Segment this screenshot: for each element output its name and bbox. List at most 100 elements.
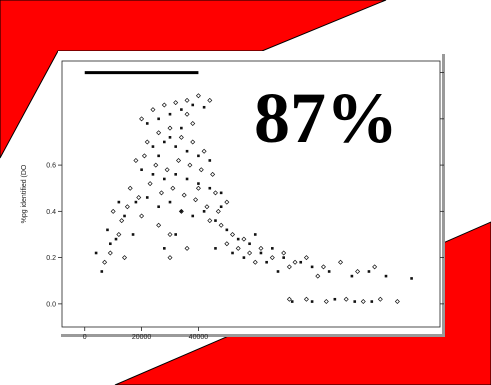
scatter-point-square bbox=[197, 154, 200, 158]
scatter-point-square bbox=[231, 251, 234, 255]
scatter-point-diamond bbox=[170, 185, 176, 191]
scatter-point-diamond bbox=[338, 259, 344, 265]
scatter-point-diamond bbox=[372, 264, 378, 270]
scatter-point-diamond bbox=[252, 259, 258, 265]
scatter-point-diamond bbox=[195, 185, 201, 191]
scatter-point-square bbox=[248, 242, 251, 246]
x-tick-label: 20000 bbox=[132, 334, 152, 341]
x-tick-label: 40000 bbox=[189, 334, 209, 341]
scatter-point-diamond bbox=[215, 208, 221, 214]
scatter-point-square bbox=[191, 103, 195, 107]
scatter-point-square bbox=[290, 300, 294, 303]
scatter-point-square bbox=[145, 122, 149, 125]
scatter-point-square bbox=[109, 242, 112, 246]
scatter-point-square bbox=[117, 200, 121, 204]
scatter-point-square bbox=[163, 177, 166, 181]
scatter-point-square bbox=[202, 210, 206, 213]
scatter-point-square bbox=[219, 191, 223, 195]
scatter-point-square bbox=[350, 274, 354, 278]
scatter-point-square bbox=[168, 112, 172, 116]
plot-axes bbox=[58, 60, 444, 331]
scatter-point-square bbox=[333, 297, 337, 301]
scatter-point-square bbox=[185, 177, 189, 181]
scatter-point-square bbox=[106, 228, 109, 232]
scatter-point-diamond bbox=[178, 134, 184, 140]
scatter-point-square bbox=[185, 149, 189, 153]
y-tick-label: 0.4 bbox=[46, 209, 56, 216]
scatter-point-square bbox=[259, 251, 263, 255]
scatter-point-square bbox=[157, 117, 160, 121]
scatter-point-diamond bbox=[167, 125, 173, 131]
x-tick-label: 0 bbox=[83, 334, 87, 341]
scatter-point-square bbox=[271, 247, 274, 250]
scatter-point-diamond bbox=[193, 197, 199, 203]
scatter-point-diamond bbox=[241, 236, 247, 242]
scatter-point-square bbox=[100, 270, 104, 273]
scatter-point-diamond bbox=[190, 139, 196, 145]
scatter-point-diamond bbox=[158, 190, 164, 196]
scatter-point-diamond bbox=[286, 264, 292, 270]
scatter-point-diamond bbox=[173, 100, 179, 106]
scatter-point-square bbox=[191, 214, 195, 218]
scatter-point-square bbox=[208, 159, 212, 162]
scatter-point-diamond bbox=[187, 162, 193, 168]
scatter-point-diamond bbox=[190, 120, 196, 126]
scatter-point-diamond bbox=[153, 162, 159, 168]
scatter-point-diamond bbox=[141, 153, 147, 159]
scatter-point-diamond bbox=[323, 299, 329, 305]
scatter-point-square bbox=[145, 196, 149, 199]
scatter-point-square bbox=[163, 247, 166, 250]
scatter-point-square bbox=[174, 145, 177, 148]
scatter-point-square bbox=[202, 105, 206, 109]
scatter-point-square bbox=[214, 247, 217, 250]
scatter-point-square bbox=[219, 205, 223, 209]
plot-frame bbox=[61, 60, 441, 328]
scatter-point-diamond bbox=[212, 190, 218, 196]
scatter-point-square bbox=[157, 205, 160, 209]
scatter-point-diamond bbox=[167, 231, 173, 237]
scatter-point-diamond bbox=[107, 250, 113, 256]
scatter-point-square bbox=[180, 108, 183, 111]
scatter-point-square bbox=[265, 260, 268, 264]
scatter-point-diamond bbox=[235, 245, 241, 251]
scatter-point-diamond bbox=[150, 107, 156, 113]
scatter-point-square bbox=[180, 210, 183, 213]
y-tick-label: 0.2 bbox=[46, 255, 56, 262]
scatter-point-diamond bbox=[184, 245, 190, 251]
scatter-point-square bbox=[168, 136, 172, 139]
scatter-point-square bbox=[180, 126, 183, 130]
scatter-point-diamond bbox=[167, 255, 173, 261]
scatter-point-square bbox=[123, 214, 126, 218]
scatter-point-square bbox=[94, 251, 98, 255]
scatter-point-diamond bbox=[315, 273, 321, 279]
scatter-point-square bbox=[114, 237, 118, 241]
scatter-point-diamond bbox=[178, 208, 184, 214]
scatter-point-square bbox=[236, 237, 240, 241]
scatter-point-diamond bbox=[292, 259, 298, 265]
scatter-point-square bbox=[151, 145, 155, 148]
scatter-point-diamond bbox=[269, 255, 275, 261]
scatter-point-square bbox=[214, 219, 217, 222]
scatter-point-diamond bbox=[124, 204, 130, 210]
scatter-point-diamond bbox=[195, 93, 201, 99]
scatter-point-diamond bbox=[133, 157, 139, 163]
scatter-point-square bbox=[310, 265, 314, 269]
scatter-point-diamond bbox=[360, 299, 366, 305]
scatter-point-diamond bbox=[164, 167, 170, 173]
scatter-point-square bbox=[163, 140, 166, 144]
scatter-point-square bbox=[134, 200, 138, 204]
scatter-point-diamond bbox=[207, 97, 213, 103]
scatter-point-diamond bbox=[198, 167, 204, 173]
scatter-point-diamond bbox=[204, 204, 210, 210]
scatter-point-square bbox=[140, 168, 143, 172]
scatter-point-diamond bbox=[281, 250, 287, 256]
scatter-point-diamond bbox=[147, 181, 153, 187]
scatter-point-diamond bbox=[210, 171, 216, 177]
scatter-point-diamond bbox=[224, 199, 230, 205]
y-tick-label: 0.0 bbox=[46, 301, 56, 308]
scatter-chart-card: 0 20000 40000 0.0 0.2 0.4 0.6 %pg identified (D… bbox=[21, 51, 444, 341]
scatter-point-diamond bbox=[320, 264, 326, 270]
scatter-point-square bbox=[310, 300, 314, 303]
scatter-point-diamond bbox=[102, 259, 108, 265]
scatter-point-diamond bbox=[355, 268, 361, 274]
